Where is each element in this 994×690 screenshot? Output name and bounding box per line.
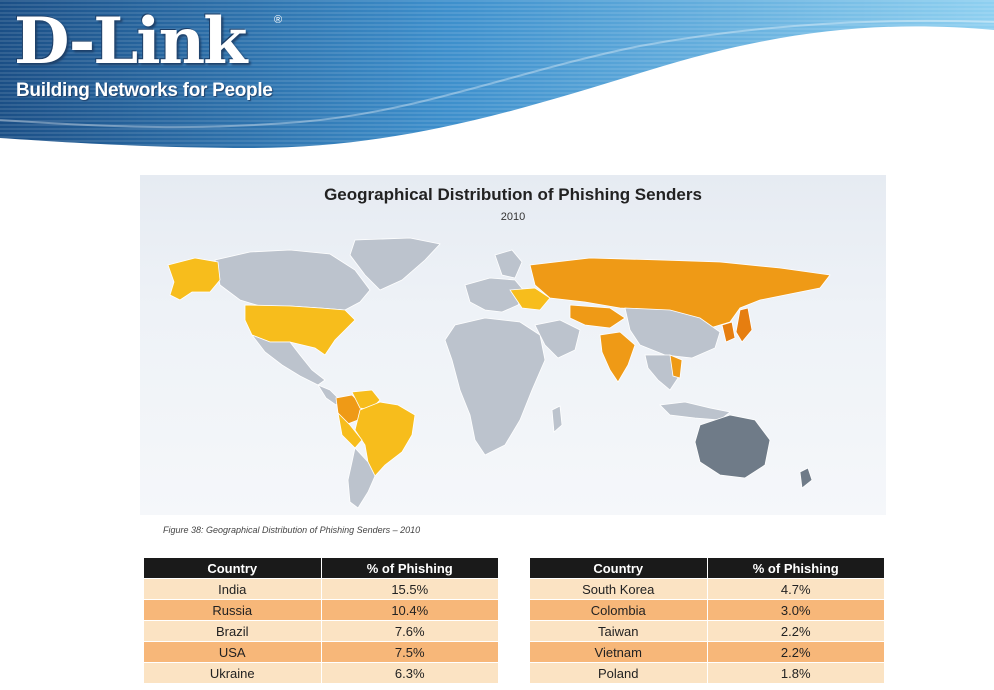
table-header-row: Country % of Phishing xyxy=(529,557,885,579)
percent-cell: 2.2% xyxy=(706,620,885,642)
table-row: Ukraine 6.3% xyxy=(143,662,499,684)
column-header-country: Country xyxy=(143,557,322,579)
kazakhstan-region xyxy=(569,304,626,329)
header-banner: D-Link ® Building Networks for People xyxy=(0,0,994,160)
country-cell: Poland xyxy=(529,662,708,684)
brazil-region xyxy=(354,401,416,477)
column-header-percent: % of Phishing xyxy=(320,557,499,579)
percent-cell: 10.4% xyxy=(320,599,499,621)
china-region xyxy=(624,307,721,359)
registered-mark: ® xyxy=(274,14,283,26)
table-row: USA 7.5% xyxy=(143,641,499,663)
figure-title: Geographical Distribution of Phishing Se… xyxy=(324,185,702,204)
percent-cell: 1.8% xyxy=(706,662,885,684)
phishing-table-right: Country % of Phishing South Korea 4.7% Col… xyxy=(529,557,885,684)
table-row: Vietnam 2.2% xyxy=(529,641,885,663)
dlink-logo: D-Link xyxy=(14,4,247,79)
percent-cell: 6.3% xyxy=(320,662,499,684)
vietnam-region xyxy=(669,354,683,379)
europe-region xyxy=(464,277,526,313)
percent-cell: 3.0% xyxy=(706,599,885,621)
africa-region xyxy=(444,317,546,456)
middle-east-region xyxy=(534,319,581,359)
country-cell: Taiwan xyxy=(529,620,708,642)
australia-region xyxy=(694,414,771,479)
country-cell: India xyxy=(143,578,322,600)
new-zealand-region xyxy=(799,467,813,489)
figure-subtitle: 2010 xyxy=(500,211,526,223)
scandinavia-region xyxy=(494,249,523,279)
mexico-region xyxy=(250,334,326,386)
country-cell: Colombia xyxy=(529,599,708,621)
poland-ukraine-region xyxy=(509,287,551,311)
table-row: South Korea 4.7% xyxy=(529,578,885,600)
greenland-region xyxy=(349,237,441,291)
table-row: Taiwan 2.2% xyxy=(529,620,885,642)
south-america-south-region xyxy=(347,447,376,509)
table-row: Brazil 7.6% xyxy=(143,620,499,642)
country-cell: South Korea xyxy=(529,578,708,600)
header-wave xyxy=(0,0,994,148)
country-cell: Russia xyxy=(143,599,322,621)
alaska-region xyxy=(167,257,221,301)
japan-region xyxy=(735,307,753,343)
tagline: Building Networks for People xyxy=(16,80,273,101)
percent-cell: 15.5% xyxy=(320,578,499,600)
india-region xyxy=(599,331,636,383)
column-header-country: Country xyxy=(529,557,708,579)
table-row: Poland 1.8% xyxy=(529,662,885,684)
table-row: India 15.5% xyxy=(143,578,499,600)
percent-cell: 7.5% xyxy=(320,641,499,663)
percent-cell: 4.7% xyxy=(706,578,885,600)
phishing-map-figure: Geographical Distribution of Phishing Se… xyxy=(140,175,886,515)
percent-cell: 2.2% xyxy=(706,641,885,663)
indonesia-region xyxy=(659,401,731,421)
country-cell: Brazil xyxy=(143,620,322,642)
country-cell: Ukraine xyxy=(143,662,322,684)
peru-region xyxy=(337,411,363,449)
country-cell: Vietnam xyxy=(529,641,708,663)
korea-region xyxy=(721,321,736,343)
figure-caption: Figure 38: Geographical Distribution of … xyxy=(163,525,421,535)
world-map xyxy=(167,237,831,509)
percent-cell: 7.6% xyxy=(320,620,499,642)
country-cell: USA xyxy=(143,641,322,663)
madagascar-region xyxy=(551,405,563,433)
column-header-percent: % of Phishing xyxy=(706,557,885,579)
canada-region xyxy=(214,249,371,311)
table-row: Russia 10.4% xyxy=(143,599,499,621)
table-row: Colombia 3.0% xyxy=(529,599,885,621)
russia-region xyxy=(529,257,831,329)
phishing-table-left: Country % of Phishing India 15.5% Russia 10… xyxy=(143,557,499,684)
table-header-row: Country % of Phishing xyxy=(143,557,499,579)
